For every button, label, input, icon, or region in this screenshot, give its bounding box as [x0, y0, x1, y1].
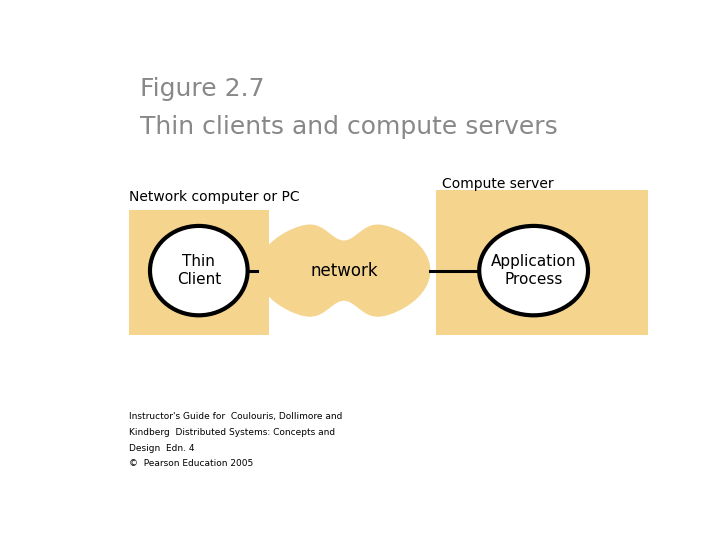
- Text: Thin
Client: Thin Client: [176, 254, 221, 287]
- Text: ©  Pearson Education 2005: © Pearson Education 2005: [129, 460, 253, 468]
- Text: Thin clients and compute servers: Thin clients and compute servers: [140, 114, 558, 139]
- Ellipse shape: [150, 226, 248, 315]
- FancyBboxPatch shape: [129, 211, 269, 335]
- Text: network: network: [310, 261, 378, 280]
- Text: Design  Edn. 4: Design Edn. 4: [129, 443, 194, 453]
- FancyBboxPatch shape: [436, 190, 670, 335]
- Text: Figure 2.7: Figure 2.7: [140, 77, 265, 102]
- Text: Kindberg  Distributed Systems: Concepts and: Kindberg Distributed Systems: Concepts a…: [129, 428, 336, 437]
- Text: Instructor's Guide for  Coulouris, Dollimore and: Instructor's Guide for Coulouris, Dollim…: [129, 412, 343, 421]
- Text: Application
Process: Application Process: [491, 254, 577, 287]
- Polygon shape: [258, 225, 431, 317]
- Text: Compute server: Compute server: [441, 177, 553, 191]
- Text: Network computer or PC: Network computer or PC: [129, 190, 300, 204]
- Ellipse shape: [480, 226, 588, 315]
